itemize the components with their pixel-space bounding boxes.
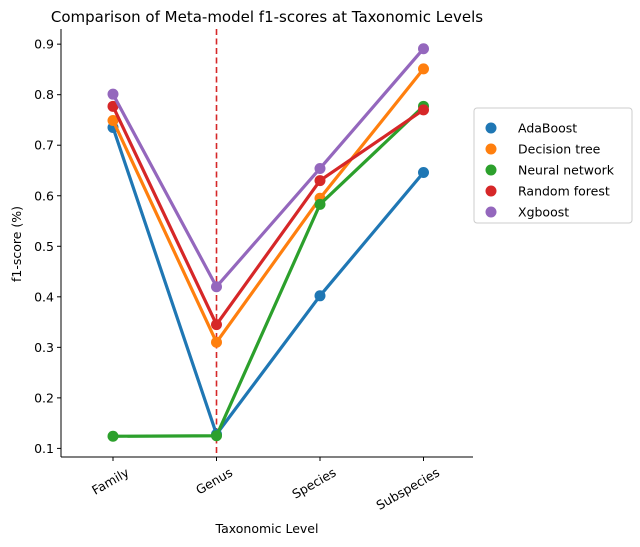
data-point [418,43,429,55]
series-decision-tree [107,63,429,348]
data-point [418,63,429,75]
legend-marker [485,143,497,155]
y-tick-label: 0.7 [34,138,54,153]
series-adaboost [107,122,429,440]
y-tick-label: 0.9 [34,37,54,52]
data-point [211,336,222,348]
data-point [107,88,119,100]
legend-label-adaboost: AdaBoost [518,121,577,136]
series-line [111,105,425,327]
y-tick-label: 0.2 [34,390,54,405]
data-point [314,162,326,174]
legend-marker [485,164,497,176]
data-point [418,104,429,116]
y-tick-label: 0.1 [34,441,54,456]
y-tick-label: 0.6 [34,188,54,203]
data-point [314,198,326,210]
legend-label-decision-tree: Decision tree [518,142,601,157]
series-random-forest [107,100,429,331]
data-point [211,319,222,331]
data-point [107,114,119,126]
legend-label-neural-network: Neural network [518,163,615,178]
legend-label-xgboost: Xgboost [518,205,569,220]
data-point [107,100,119,112]
y-axis-label: f1-score (%) [9,206,24,282]
series-lines [107,43,429,442]
series-neural-network [107,100,429,442]
legend-label-random-forest: Random forest [518,184,610,199]
legend: AdaBoost Decision tree Neural network Rando… [473,107,633,224]
series-line [111,67,425,344]
data-point [418,167,429,179]
data-point [211,430,222,442]
chart-title: Comparison of Meta-model f1-scores at Ta… [51,8,483,26]
series-line [111,127,425,436]
data-point [314,175,326,187]
x-axis-ticks: Family Genus Species Subspecies [89,457,442,513]
series-line [112,105,425,438]
x-tick-label-subspecies: Subspecies [373,465,442,513]
series-line [111,47,425,289]
y-tick-label: 0.4 [34,289,54,304]
legend-marker [485,122,497,134]
x-tick-label-family: Family [89,464,132,497]
y-tick-label: 0.5 [34,239,54,254]
y-tick-label: 0.3 [34,340,54,355]
data-point [211,281,222,293]
x-tick-label-genus: Genus [193,465,235,498]
legend-marker [485,185,497,197]
x-axis-label: Taxonomic Level [215,521,319,536]
data-point [314,290,326,302]
series-xgboost [107,43,429,293]
data-point [107,430,119,442]
legend-marker [485,206,497,218]
y-tick-label: 0.8 [34,87,54,102]
legend-frame [473,107,633,224]
y-axis-ticks: 0.1 0.2 0.3 0.4 0.5 0.6 0.7 0.8 0.9 [34,37,61,456]
x-tick-label-species: Species [289,465,338,502]
axes [60,29,473,458]
